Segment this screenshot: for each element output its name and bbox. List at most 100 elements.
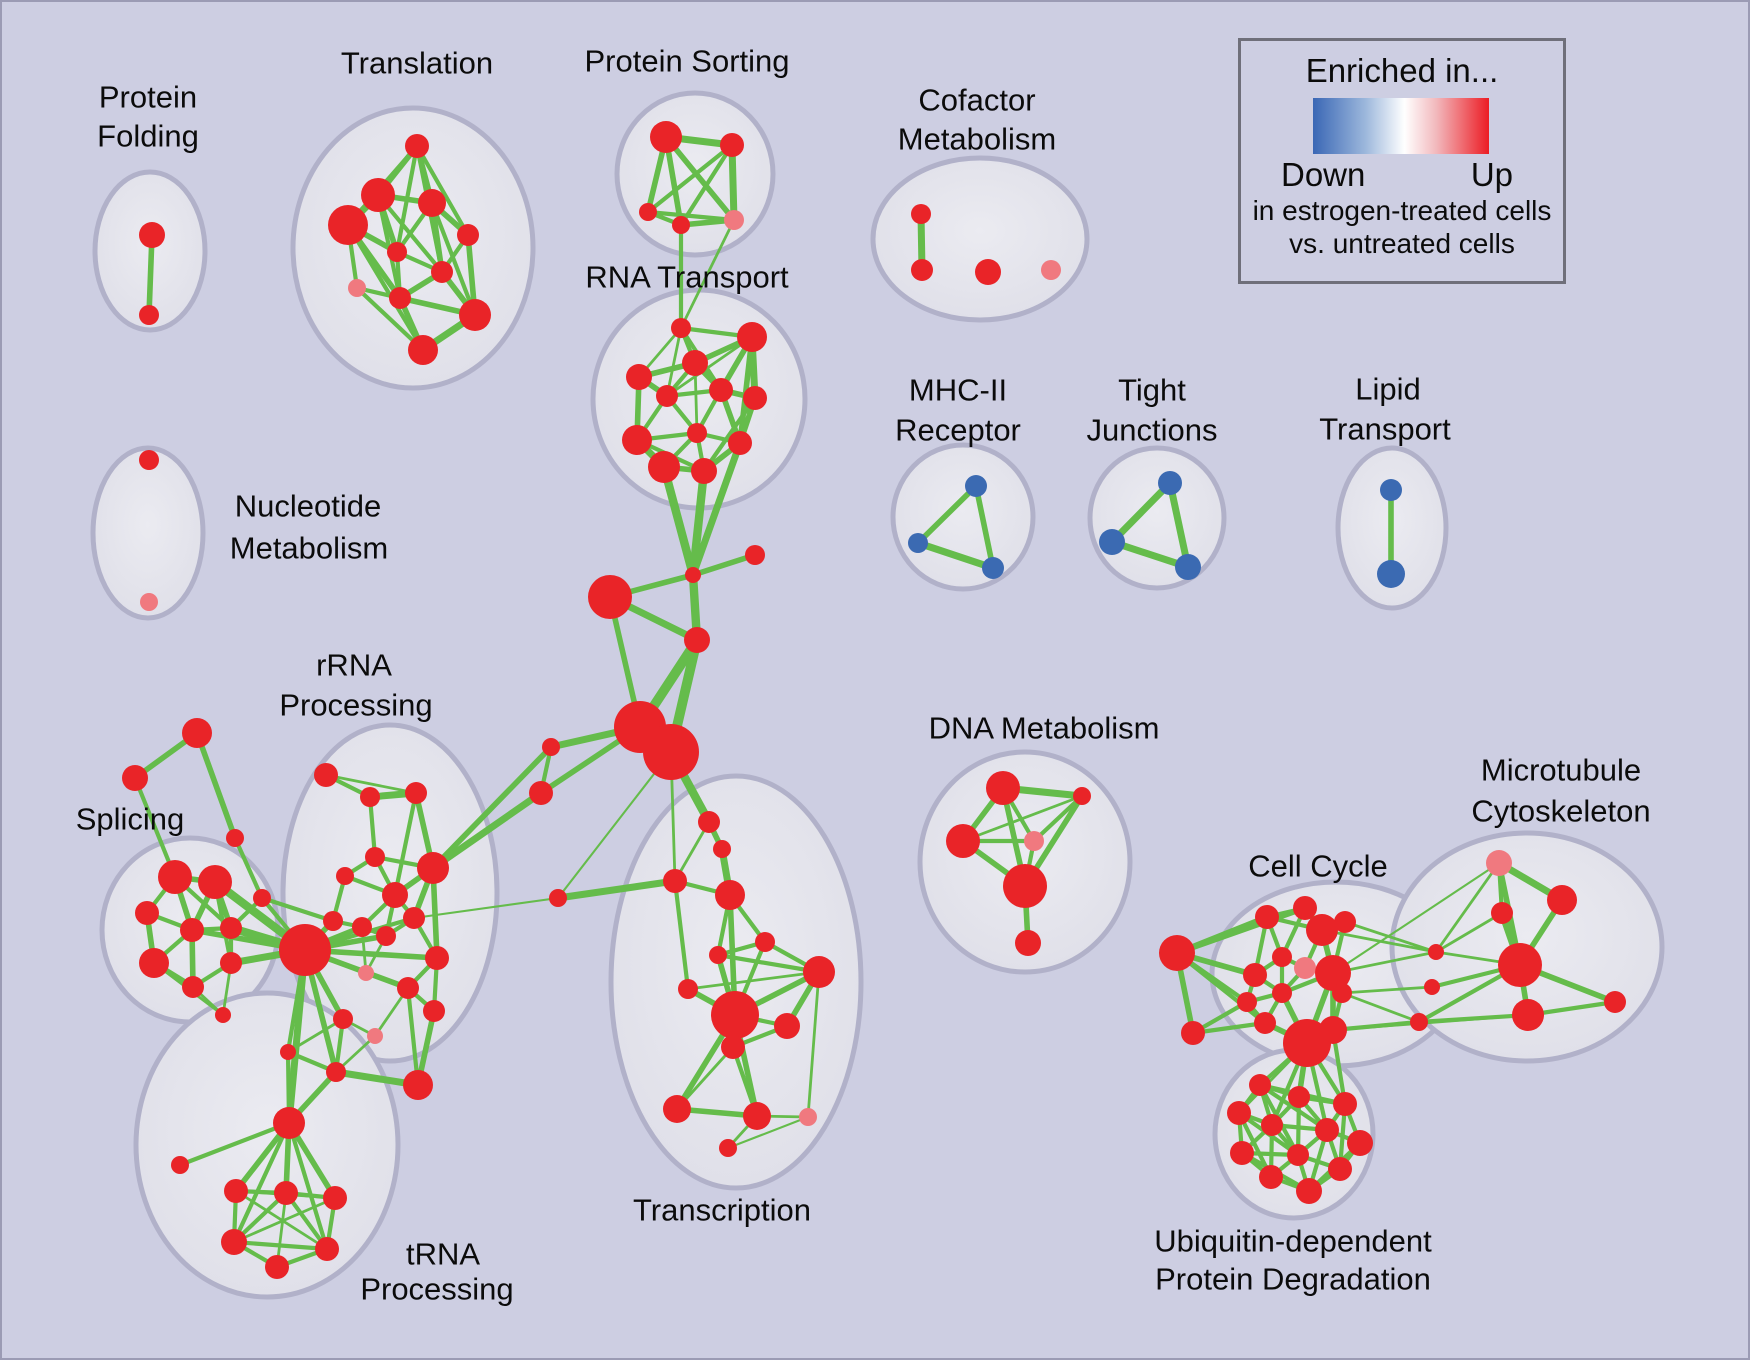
node-cc15 [1319,1016,1347,1044]
edge-rt9-j1 [689,439,744,579]
edge-tr7-tr10 [354,285,426,353]
node-cf1 [911,259,933,281]
label-metabolism: Metabolism [898,122,1057,157]
node-rr2 [405,782,427,804]
node-dm2 [946,824,980,858]
node-rr3 [365,847,385,867]
edge-tn0-rr11 [285,946,309,1127]
node-cc8 [1272,947,1292,967]
edge-m0-tx4 [672,878,691,992]
node-ps3 [672,216,690,234]
node-ub8 [1287,1144,1309,1166]
legend-title: Enriched in... [1305,52,1499,89]
edge-cc12-cc18 [1340,991,1421,1024]
label-dna-metabolism: DNA Metabolism [929,711,1160,746]
node-cc16 [1428,944,1444,960]
node-sp0 [158,860,192,894]
node-tr7 [348,279,366,297]
label-processing: Processing [360,1272,513,1307]
node-tx5 [803,956,835,988]
label-cytoskeleton: Cytoskeleton [1471,794,1650,829]
node-h1 [643,724,699,780]
node-sp7 [220,952,242,974]
node-cc13 [1254,1012,1276,1034]
edge-tn0-tn5 [231,1120,292,1245]
cluster-tight-junctions [1087,445,1227,591]
node-rr19 [326,1062,346,1082]
edge-rt1-rt9 [737,334,755,446]
node-pf1 [139,305,159,325]
label-transcription: Transcription [633,1193,811,1228]
node-dm3 [1024,831,1044,851]
edge-rr14-rr20 [405,985,421,1088]
edge-cc0-cc3 [1174,905,1308,956]
node-tn1 [171,1156,189,1174]
label-translation: Translation [341,46,493,81]
node-rr13 [358,965,374,981]
node-cc6 [1294,957,1316,979]
node-s0 [549,889,567,907]
edge-s0-rr10 [412,896,560,920]
edge-cc4-cc16 [1320,928,1438,954]
node-tn4 [323,1186,347,1210]
node-tx3 [709,946,727,964]
node-cc5 [1334,911,1356,933]
edge-rt11-j1 [688,466,709,580]
node-tn2 [224,1179,248,1203]
node-cc1 [1181,1021,1205,1045]
node-tx4 [678,979,698,999]
node-c1 [529,781,553,805]
node-m0 [663,869,687,893]
label-tight: Tight [1118,373,1186,408]
node-cc18 [1410,1013,1428,1031]
node-rr4 [336,867,354,885]
edge-ps1-ps3 [678,142,735,228]
node-d0 [698,811,720,833]
legend-down-label: Down [1281,156,1366,193]
node-mt0 [1486,850,1512,876]
node-tr9 [459,299,491,331]
label-cell-cycle: Cell Cycle [1248,849,1388,884]
node-sp6 [182,976,204,998]
edge-ps1-ps4 [728,141,738,224]
node-lp0 [1380,479,1402,501]
edge-tj1-tj2 [1108,538,1192,571]
node-sp_t0 [182,718,212,748]
edge-mh0-mh2 [973,483,996,571]
cluster-nucleotide-metabolism [90,445,206,621]
label-processing: Processing [279,688,432,723]
edge-rt0-rt4 [665,326,683,398]
node-tx7 [774,1013,800,1039]
edge-cc11-mt0 [1331,861,1501,975]
node-tr2 [418,189,446,217]
node-rr5 [417,852,449,884]
label-protein-degradation: Protein Degradation [1155,1262,1431,1297]
node-ub4 [1261,1114,1283,1136]
node-mt2 [1547,885,1577,915]
edge-rr1-rr3 [367,794,378,860]
node-j3 [684,627,710,653]
edge-cc12-cc17 [1340,985,1434,995]
node-cc2 [1255,905,1279,929]
legend-endpoint-labels: Down Up [1241,154,1563,194]
node-ub2 [1333,1092,1357,1116]
node-mh0 [965,475,987,497]
edge-sp_t2-sp9 [232,835,265,901]
node-mh2 [982,557,1004,579]
label-folding: Folding [97,119,199,154]
edge-sp_t0-sp_t2 [194,730,238,841]
legend-up-label: Up [1470,156,1513,193]
node-sp8 [215,1007,231,1023]
label-ubiquitin-dependent: Ubiquitin-dependent [1154,1224,1432,1259]
legend-box: Enriched in... Down Up in estrogen-treat… [1238,38,1566,284]
label-microtubule: Microtubule [1481,753,1641,788]
label-receptor: Receptor [895,413,1021,448]
label-rrna: rRNA [316,648,392,683]
edge-rt10-j1 [659,462,698,580]
node-rr14 [397,977,419,999]
edge-mh0-mh1 [915,483,979,546]
node-tj1 [1099,529,1125,555]
node-rr12 [425,946,449,970]
node-cc7 [1243,963,1267,987]
node-mh1 [908,533,928,553]
